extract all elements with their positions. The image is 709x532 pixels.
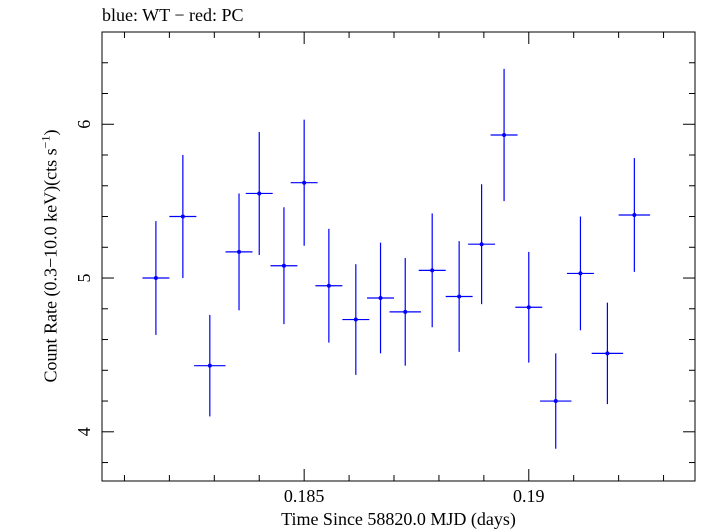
data-point <box>342 264 370 375</box>
y-axis-label: Count Rate (0.3−10.0 keV)(cts s−1) <box>35 130 62 383</box>
axis-ticks <box>102 31 695 481</box>
data-point <box>169 155 197 279</box>
data-point <box>540 353 572 449</box>
data-marker <box>430 268 435 273</box>
data-point <box>618 158 651 272</box>
data-point <box>315 228 343 343</box>
data-marker <box>153 276 158 281</box>
data-marker <box>237 249 242 254</box>
data-point <box>367 242 395 354</box>
data-points <box>142 68 651 449</box>
data-point <box>591 302 624 405</box>
data-point <box>418 213 446 328</box>
chart-title: blue: WT − red: PC <box>102 5 244 25</box>
x-tick-label: 0.19 <box>513 486 545 506</box>
tick-labels: 0.185 0.19 4 5 6 <box>74 120 545 506</box>
plot-frame <box>101 31 696 482</box>
data-marker <box>326 283 331 288</box>
y-tick-label: 4 <box>74 427 94 436</box>
data-point <box>515 251 543 363</box>
data-point <box>245 131 273 255</box>
data-marker <box>207 363 212 368</box>
data-marker <box>403 309 408 314</box>
data-point <box>566 216 594 331</box>
data-marker <box>578 271 583 276</box>
data-marker <box>632 212 637 217</box>
data-point <box>290 119 318 246</box>
data-marker <box>479 242 484 247</box>
data-point <box>225 193 253 311</box>
data-marker <box>281 263 286 268</box>
y-axis-label-exponent: −1 <box>38 135 53 149</box>
x-axis-label: Time Since 58820.0 MJD (days) <box>281 509 516 529</box>
data-marker <box>302 180 307 185</box>
data-marker <box>502 133 507 138</box>
data-marker <box>605 351 610 356</box>
data-marker <box>378 296 383 301</box>
data-marker <box>457 294 462 299</box>
y-tick-label: 6 <box>74 120 94 129</box>
data-point <box>468 184 496 305</box>
data-point <box>490 68 518 202</box>
x-tick-label: 0.185 <box>284 486 325 506</box>
data-point <box>142 221 170 335</box>
data-point <box>194 314 226 417</box>
y-axis-label-close: ) <box>40 129 61 136</box>
data-marker <box>257 191 262 196</box>
data-marker <box>526 305 531 310</box>
data-point <box>270 207 298 325</box>
data-point <box>445 241 473 352</box>
data-marker <box>553 399 558 404</box>
data-marker <box>180 214 185 219</box>
y-tick-label: 5 <box>74 274 94 283</box>
y-axis-label-text: Count Rate (0.3−10.0 keV)(cts s <box>40 148 61 383</box>
data-point <box>389 258 421 366</box>
data-marker <box>353 317 358 322</box>
